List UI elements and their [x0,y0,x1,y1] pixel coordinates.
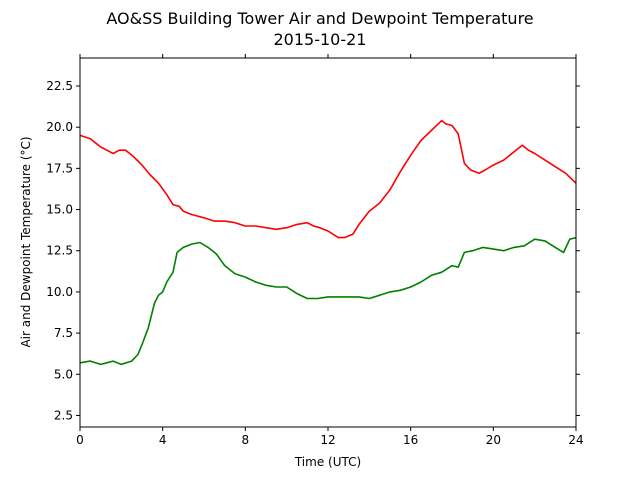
y-tick-label: 7.5 [54,326,73,340]
y-tick-label: 2.5 [54,408,73,422]
chart-subtitle: 2015-10-21 [274,30,367,49]
y-axis-label: Air and Dewpoint Temperature (°C) [19,136,33,347]
x-tick-label: 8 [242,433,250,447]
y-tick-label: 5.0 [54,367,73,381]
x-tick-label: 4 [159,433,167,447]
series-line-1 [79,236,577,366]
x-tick-label: 0 [76,433,84,447]
y-tick-label: 12.5 [46,244,73,258]
chart-title: AO&SS Building Tower Air and Dewpoint Te… [106,9,533,28]
x-tick-label: 16 [403,433,418,447]
x-tick-label: 20 [486,433,501,447]
y-tick-label: 17.5 [46,161,73,175]
y-tick-label: 22.5 [46,79,73,93]
x-tick-label: 24 [568,433,583,447]
y-tick-label: 15.0 [46,203,73,217]
axes-frame [79,57,577,428]
x-axis-label: Time (UTC) [294,455,361,469]
y-tick-label: 10.0 [46,285,73,299]
y-tick-label: 20.0 [46,120,73,134]
x-tick-label: 12 [320,433,335,447]
plot-area: 0 4 8 12 16 20 24 2.5 5.0 7.5 10.0 12.5 15.0 17.5 20.0… [46,54,584,447]
series-line-0 [79,119,577,239]
